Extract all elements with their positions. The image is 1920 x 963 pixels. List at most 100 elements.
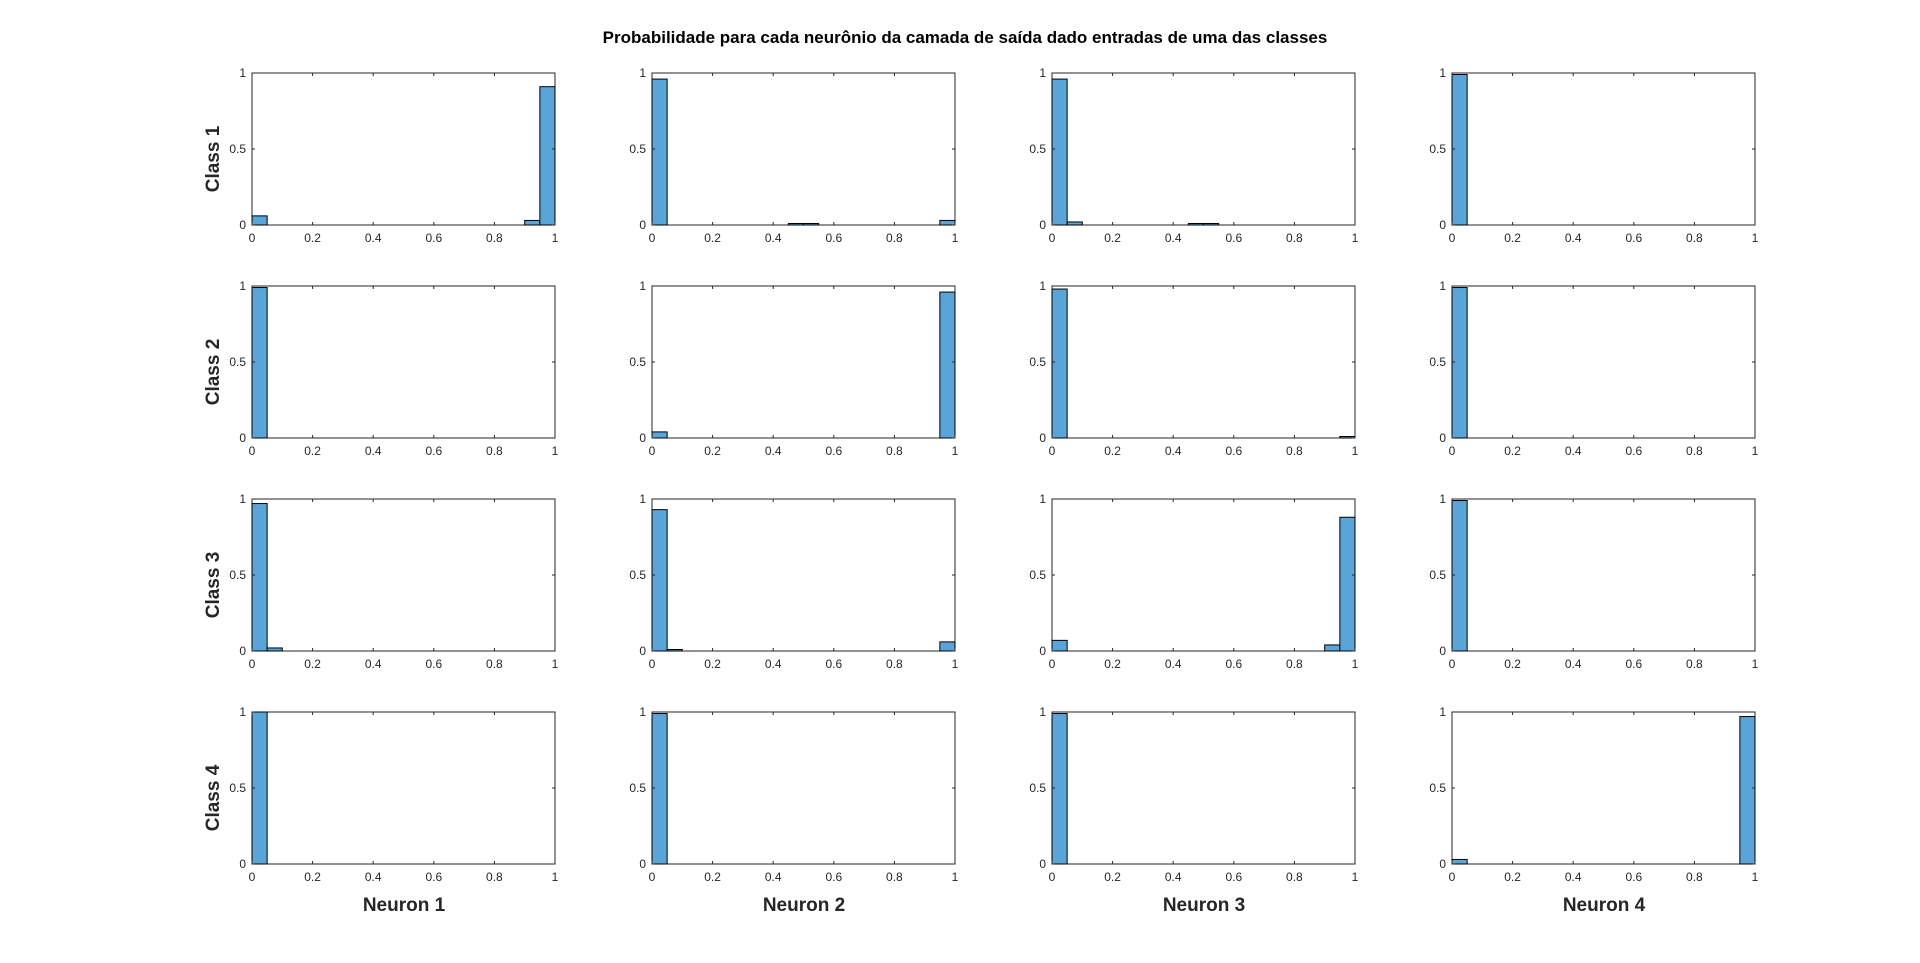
x-tick-label: 0.6 xyxy=(825,657,842,671)
x-tick-label: 0.2 xyxy=(1104,657,1121,671)
row-label-class-1: Class 1 xyxy=(203,125,224,192)
x-tick-label: 1 xyxy=(952,657,959,671)
y-tick-label: 0.5 xyxy=(629,781,646,795)
x-tick-label: 1 xyxy=(952,870,959,884)
figure-title: Probabilidade para cada neurônio da cama… xyxy=(603,28,1328,47)
x-tick-label: 0 xyxy=(649,657,656,671)
axes-box xyxy=(1051,711,1356,865)
x-tick-label: 1 xyxy=(952,231,959,245)
x-tick-label: 1 xyxy=(1752,657,1759,671)
y-tick-label: 1 xyxy=(639,279,646,293)
x-tick-label: 0.4 xyxy=(365,870,382,884)
histogram-bar xyxy=(1066,221,1083,226)
axes-box xyxy=(1051,72,1356,226)
y-tick-label: 0.5 xyxy=(1029,568,1046,582)
x-tick-label: 0.4 xyxy=(1565,657,1582,671)
x-tick-label: 0.2 xyxy=(1504,444,1521,458)
x-tick-label: 0 xyxy=(649,231,656,245)
histogram-bar xyxy=(1203,222,1220,226)
axes-box xyxy=(1451,72,1756,226)
panel-class-4-neuron-4: 0 0.2 0.4 0.6 0.8 1 0 0.5 1 xyxy=(1429,705,1758,884)
x-tick-label: 0 xyxy=(1449,870,1456,884)
row-labels: Class 1 Class 2 Class 3 Class 4 xyxy=(203,125,224,831)
panel-class-4-neuron-3: 0 0.2 0.4 0.6 0.8 1 0 0.5 1 xyxy=(1029,705,1358,884)
histogram-bar xyxy=(251,215,268,226)
histogram-bar xyxy=(651,713,668,865)
y-tick-label: 1 xyxy=(239,492,246,506)
panel-class-2-neuron-2: 0 0.2 0.4 0.6 0.8 1 0 0.5 1 xyxy=(629,279,958,458)
y-tick-label: 1 xyxy=(1039,705,1046,719)
y-tick-label: 1 xyxy=(1439,705,1446,719)
histogram-bar xyxy=(939,641,956,652)
x-tick-label: 0.8 xyxy=(886,657,903,671)
x-tick-label: 0.8 xyxy=(1286,870,1303,884)
x-tick-label: 0 xyxy=(249,870,256,884)
panel-class-3-neuron-3: 0 0.2 0.4 0.6 0.8 1 0 0.5 1 xyxy=(1029,492,1358,671)
y-tick-label: 0.5 xyxy=(1029,142,1046,156)
y-tick-label: 0.5 xyxy=(1029,355,1046,369)
x-tick-label: 0.4 xyxy=(1565,231,1582,245)
y-tick-label: 0 xyxy=(1439,218,1446,232)
x-tick-label: 0 xyxy=(1049,657,1056,671)
x-tick-label: 1 xyxy=(1352,870,1359,884)
y-tick-label: 0.5 xyxy=(1429,355,1446,369)
panel-class-4-neuron-2: 0 0.2 0.4 0.6 0.8 1 0 0.5 1 xyxy=(629,705,958,884)
col-label-neuron-1: Neuron 1 xyxy=(363,895,446,916)
x-tick-label: 0.8 xyxy=(1286,657,1303,671)
y-tick-label: 1 xyxy=(239,705,246,719)
y-tick-label: 1 xyxy=(639,66,646,80)
y-tick-label: 0 xyxy=(239,857,246,871)
col-label-neuron-4: Neuron 4 xyxy=(1563,895,1646,916)
row-label-class-4: Class 4 xyxy=(203,764,224,831)
y-tick-label: 0 xyxy=(639,218,646,232)
x-tick-label: 0 xyxy=(1049,444,1056,458)
y-tick-label: 0 xyxy=(239,431,246,445)
x-tick-label: 0.4 xyxy=(765,870,782,884)
x-tick-label: 0 xyxy=(649,444,656,458)
y-tick-label: 0 xyxy=(639,644,646,658)
x-tick-label: 1 xyxy=(552,657,559,671)
y-tick-label: 1 xyxy=(639,492,646,506)
y-tick-label: 0.5 xyxy=(629,142,646,156)
x-tick-label: 0.2 xyxy=(1104,231,1121,245)
x-tick-label: 0.4 xyxy=(765,657,782,671)
x-tick-label: 0.2 xyxy=(704,231,721,245)
x-tick-label: 0.4 xyxy=(365,444,382,458)
panel-grid: 0 0.2 0.4 0.6 0.8 100.510 0.2 0.4 0.6 0.8 100.510 0… xyxy=(229,66,1758,884)
y-tick-label: 0 xyxy=(639,431,646,445)
panel-class-3-neuron-2: 0 0.2 0.4 0.6 0.8 1 0 0.5 1 xyxy=(629,492,958,671)
x-tick-label: 0.6 xyxy=(425,870,442,884)
panel-class-3-neuron-4: 0 0.2 0.4 0.6 0.8 1 0 0.5 1 xyxy=(1429,492,1758,671)
y-tick-label: 0 xyxy=(1039,218,1046,232)
histogram-bar xyxy=(1051,639,1068,652)
y-tick-label: 0.5 xyxy=(1429,142,1446,156)
x-tick-label: 0.4 xyxy=(365,231,382,245)
histogram-bar xyxy=(1451,74,1468,226)
histogram-bar xyxy=(666,648,683,652)
x-tick-label: 0.8 xyxy=(1286,231,1303,245)
y-tick-label: 0 xyxy=(1439,857,1446,871)
x-tick-label: 0 xyxy=(1449,444,1456,458)
panel-class-3-neuron-1: 0 0.2 0.4 0.6 0.8 1 0 0.5 1 xyxy=(229,492,558,671)
y-tick-label: 1 xyxy=(1439,66,1446,80)
x-tick-label: 0 xyxy=(1449,231,1456,245)
x-tick-label: 1 xyxy=(552,870,559,884)
x-tick-label: 0.2 xyxy=(1504,657,1521,671)
x-tick-label: 1 xyxy=(1752,870,1759,884)
x-tick-label: 0.8 xyxy=(886,870,903,884)
axes-box xyxy=(1451,285,1756,439)
x-tick-label: 1 xyxy=(1352,657,1359,671)
y-tick-label: 0 xyxy=(639,857,646,871)
axes-box xyxy=(651,72,956,226)
y-tick-label: 1 xyxy=(1039,279,1046,293)
panel-class-2-neuron-1: 0 0.2 0.4 0.6 0.8 1 0 0.5 1 xyxy=(229,279,558,458)
x-tick-label: 0.6 xyxy=(1225,231,1242,245)
y-tick-label: 0.5 xyxy=(1429,568,1446,582)
x-tick-label: 0.8 xyxy=(886,231,903,245)
x-tick-label: 0 xyxy=(1049,231,1056,245)
y-tick-label: 0.5 xyxy=(229,355,246,369)
histogram-bar xyxy=(1451,858,1468,865)
x-tick-label: 0.6 xyxy=(825,231,842,245)
x-tick-label: 0.8 xyxy=(1686,444,1703,458)
